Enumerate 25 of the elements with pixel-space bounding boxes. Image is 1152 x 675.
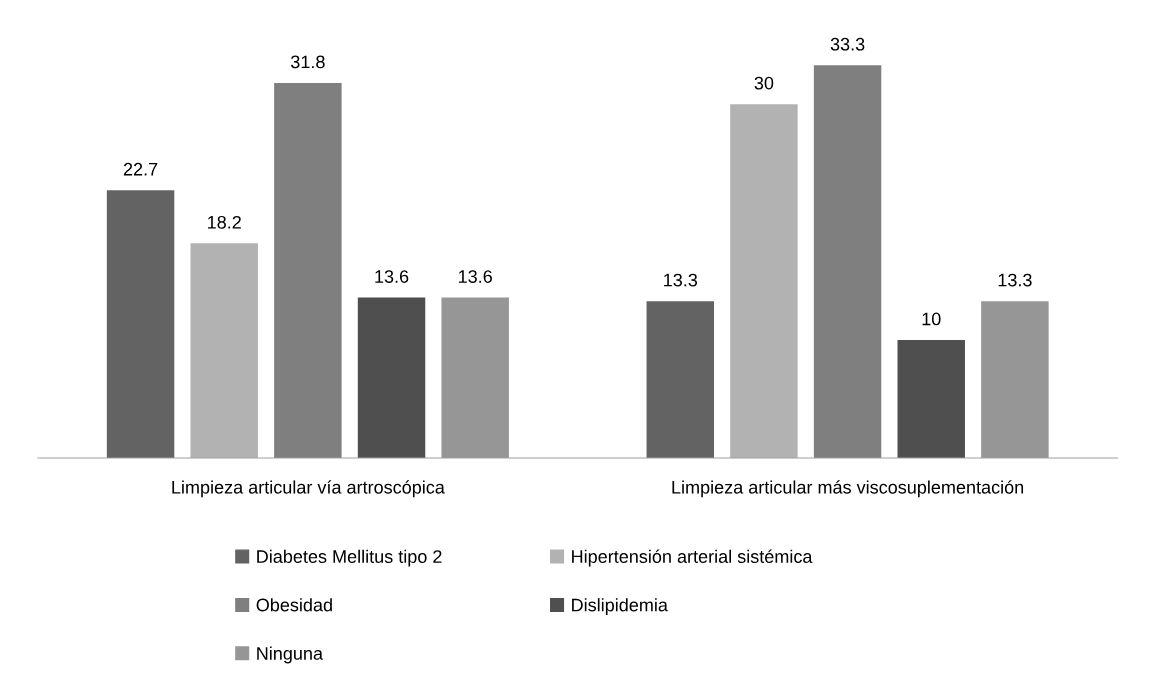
data-label: 13.3: [998, 273, 1032, 287]
data-label: 30: [754, 76, 774, 90]
data-label: 33.3: [830, 37, 865, 51]
data-label: 18.2: [208, 215, 241, 229]
bar: [357, 297, 426, 458]
legend-label: Diabetes Mellitus tipo 2: [257, 549, 442, 567]
legend-label: Dislipidemia: [572, 598, 668, 615]
data-label: 13.6: [458, 270, 492, 283]
bar: [897, 340, 965, 458]
legend-label: Obesidad: [256, 598, 332, 612]
data-label: 22.7: [123, 162, 158, 176]
data-label: 31.8: [290, 55, 325, 69]
data-label: 13.3: [664, 273, 698, 287]
x-tick-label: Limpieza articular más viscosuplementación: [672, 480, 1024, 498]
x-tick-label: Limpieza articular vía artroscópica: [172, 480, 445, 498]
legend-label: Ninguna: [257, 646, 324, 664]
bar: [106, 190, 175, 458]
bar: [730, 104, 798, 458]
bar: [813, 65, 882, 458]
bar: [646, 301, 715, 458]
legend-label: Hipertensión arterial sistémica: [572, 549, 813, 567]
data-label: 10: [922, 312, 941, 326]
bar: [190, 243, 258, 458]
bar: [274, 82, 342, 458]
data-label: 13.6: [375, 270, 409, 283]
